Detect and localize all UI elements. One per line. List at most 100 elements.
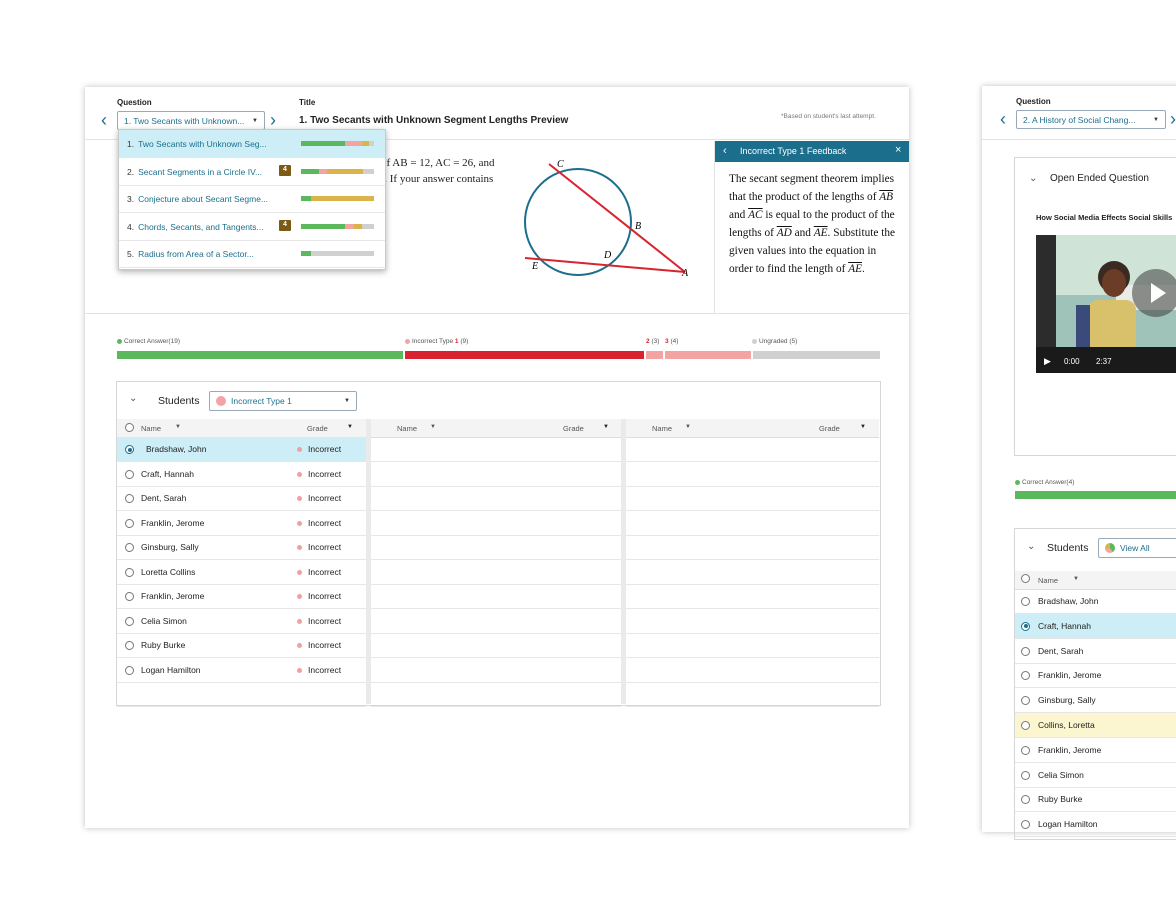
student-grade: Incorrect bbox=[308, 444, 342, 454]
incorrect-dot-icon bbox=[297, 618, 302, 624]
table-row[interactable] bbox=[117, 658, 366, 683]
student-radio[interactable] bbox=[125, 445, 134, 454]
prev-question-icon[interactable]: ‹ bbox=[101, 110, 107, 130]
table-row[interactable] bbox=[1015, 589, 1176, 614]
dropdown-item[interactable]: 1. Two Secants with Unknown Seg... bbox=[119, 130, 385, 158]
collapse-icon[interactable]: ⌄ bbox=[1027, 541, 1036, 552]
correct-segment-2[interactable] bbox=[1015, 491, 1176, 499]
col-grade-2[interactable]: Grade bbox=[563, 424, 584, 433]
table-row[interactable] bbox=[1015, 763, 1176, 788]
student-grade: Incorrect bbox=[308, 615, 342, 626]
grade-filter-select[interactable]: Incorrect Type 1 ▼ bbox=[209, 391, 357, 411]
table-row[interactable] bbox=[1015, 713, 1176, 738]
table-row[interactable] bbox=[117, 511, 366, 536]
question-select[interactable]: 1. Two Secants with Unknown... ▼ bbox=[117, 111, 265, 130]
play-icon[interactable]: ▶ bbox=[1044, 356, 1051, 366]
grade-filter-select-2[interactable]: View All bbox=[1098, 538, 1176, 558]
video-player[interactable]: ▶ 0:00 2:37 bbox=[1036, 235, 1176, 373]
col-grade-3[interactable]: Grade bbox=[819, 424, 840, 433]
student-radio[interactable] bbox=[125, 518, 134, 528]
ungraded-segment[interactable] bbox=[753, 351, 880, 359]
col-name-r[interactable]: Name bbox=[1038, 576, 1059, 585]
incorrect-dot-icon bbox=[297, 569, 302, 575]
correct-segment[interactable] bbox=[117, 351, 403, 359]
incorrect-type1-segment[interactable] bbox=[405, 351, 644, 359]
col-name-3[interactable]: Name bbox=[652, 424, 673, 433]
student-radio[interactable] bbox=[125, 469, 134, 479]
select-all-radio[interactable] bbox=[125, 423, 134, 432]
dropdown-item-text: Secant Segments in a Circle IV... bbox=[138, 166, 263, 177]
table-row[interactable] bbox=[1015, 639, 1176, 664]
student-radio[interactable] bbox=[125, 592, 134, 601]
table-row[interactable] bbox=[1015, 812, 1176, 838]
prev-question-icon[interactable]: ‹ bbox=[1000, 109, 1006, 129]
col-name-2[interactable]: Name bbox=[397, 424, 418, 433]
table-row[interactable] bbox=[1015, 663, 1176, 689]
table-row[interactable] bbox=[117, 437, 366, 462]
table-row bbox=[626, 584, 879, 609]
sort-icon[interactable]: ▼ bbox=[603, 424, 609, 430]
table-row[interactable] bbox=[117, 584, 366, 609]
table-row bbox=[626, 560, 879, 585]
table-row[interactable] bbox=[117, 462, 366, 487]
table-row[interactable] bbox=[1015, 787, 1176, 813]
table-row[interactable] bbox=[117, 535, 366, 560]
sort-icon[interactable]: ▼ bbox=[685, 424, 691, 430]
student-name: Dent, Sarah bbox=[1038, 645, 1084, 656]
student-radio[interactable] bbox=[125, 543, 134, 552]
student-name: Ginsburg, Sally bbox=[141, 542, 199, 552]
next-question-icon[interactable]: › bbox=[270, 110, 276, 130]
incorrect-type2-segment[interactable] bbox=[646, 351, 663, 359]
collapse-icon[interactable]: ⌄ bbox=[129, 393, 138, 404]
student-radio[interactable] bbox=[1021, 646, 1030, 656]
select-all-radio-2[interactable] bbox=[1021, 574, 1030, 583]
table-row[interactable] bbox=[117, 486, 366, 511]
student-radio[interactable] bbox=[1021, 696, 1030, 706]
student-radio[interactable] bbox=[1021, 671, 1030, 681]
col-grade-1[interactable]: Grade bbox=[307, 424, 328, 433]
student-radio[interactable] bbox=[1021, 820, 1030, 830]
dropdown-bar-segment bbox=[319, 168, 327, 174]
sort-icon[interactable]: ▼ bbox=[1073, 576, 1079, 582]
table-row[interactable] bbox=[117, 609, 366, 634]
title-label: Title bbox=[299, 98, 316, 107]
dropdown-item[interactable]: 5. Radius from Area of a Sector... bbox=[119, 240, 385, 268]
student-radio[interactable] bbox=[1021, 721, 1030, 730]
sort-icon[interactable]: ▼ bbox=[175, 424, 181, 430]
sort-icon[interactable]: ▼ bbox=[430, 424, 436, 430]
student-radio[interactable] bbox=[1021, 597, 1030, 606]
collapse-icon[interactable]: ⌄ bbox=[1029, 173, 1038, 184]
feedback-back-icon[interactable]: ‹ bbox=[723, 145, 727, 157]
question-label-2: Question bbox=[1016, 97, 1051, 106]
header-divider bbox=[85, 139, 909, 140]
table-row bbox=[626, 658, 879, 683]
student-radio[interactable] bbox=[125, 494, 134, 503]
student-radio[interactable] bbox=[1021, 621, 1030, 631]
dropdown-item[interactable]: 2. Secant Segments in a Circle IV... 4 bbox=[119, 158, 385, 186]
student-radio[interactable] bbox=[125, 641, 134, 650]
dropdown-item[interactable]: 3. Conjecture about Secant Segme... bbox=[119, 185, 385, 213]
table-row[interactable] bbox=[1015, 738, 1176, 763]
column-splitter bbox=[366, 419, 371, 704]
chevron-down-icon: ▼ bbox=[252, 117, 258, 124]
student-radio[interactable] bbox=[125, 567, 134, 577]
col-name-1[interactable]: Name bbox=[141, 424, 162, 433]
dropdown-item[interactable]: 4. Chords, Secants, and Tangents... 4 bbox=[119, 213, 385, 241]
sort-icon[interactable]: ▼ bbox=[347, 424, 353, 430]
student-radio[interactable] bbox=[125, 616, 134, 626]
dropdown-bar-segment bbox=[368, 141, 374, 146]
student-radio[interactable] bbox=[1021, 745, 1030, 755]
close-icon[interactable]: × bbox=[895, 144, 902, 156]
next-question-icon[interactable]: › bbox=[1170, 109, 1176, 129]
student-radio[interactable] bbox=[125, 665, 134, 675]
student-radio[interactable] bbox=[1021, 770, 1030, 780]
table-row[interactable] bbox=[1015, 688, 1176, 714]
incorrect-type3-segment[interactable] bbox=[665, 351, 751, 359]
table-row[interactable] bbox=[1015, 613, 1176, 639]
student-radio[interactable] bbox=[1021, 795, 1030, 805]
table-row[interactable] bbox=[117, 633, 366, 658]
sort-icon[interactable]: ▼ bbox=[860, 424, 866, 430]
table-row[interactable] bbox=[117, 560, 366, 585]
dropdown-item-label: 3. Conjecture about Secant Segme... bbox=[127, 194, 268, 204]
question-select-2[interactable]: 2. A History of Social Chang... ▼ bbox=[1016, 110, 1166, 129]
